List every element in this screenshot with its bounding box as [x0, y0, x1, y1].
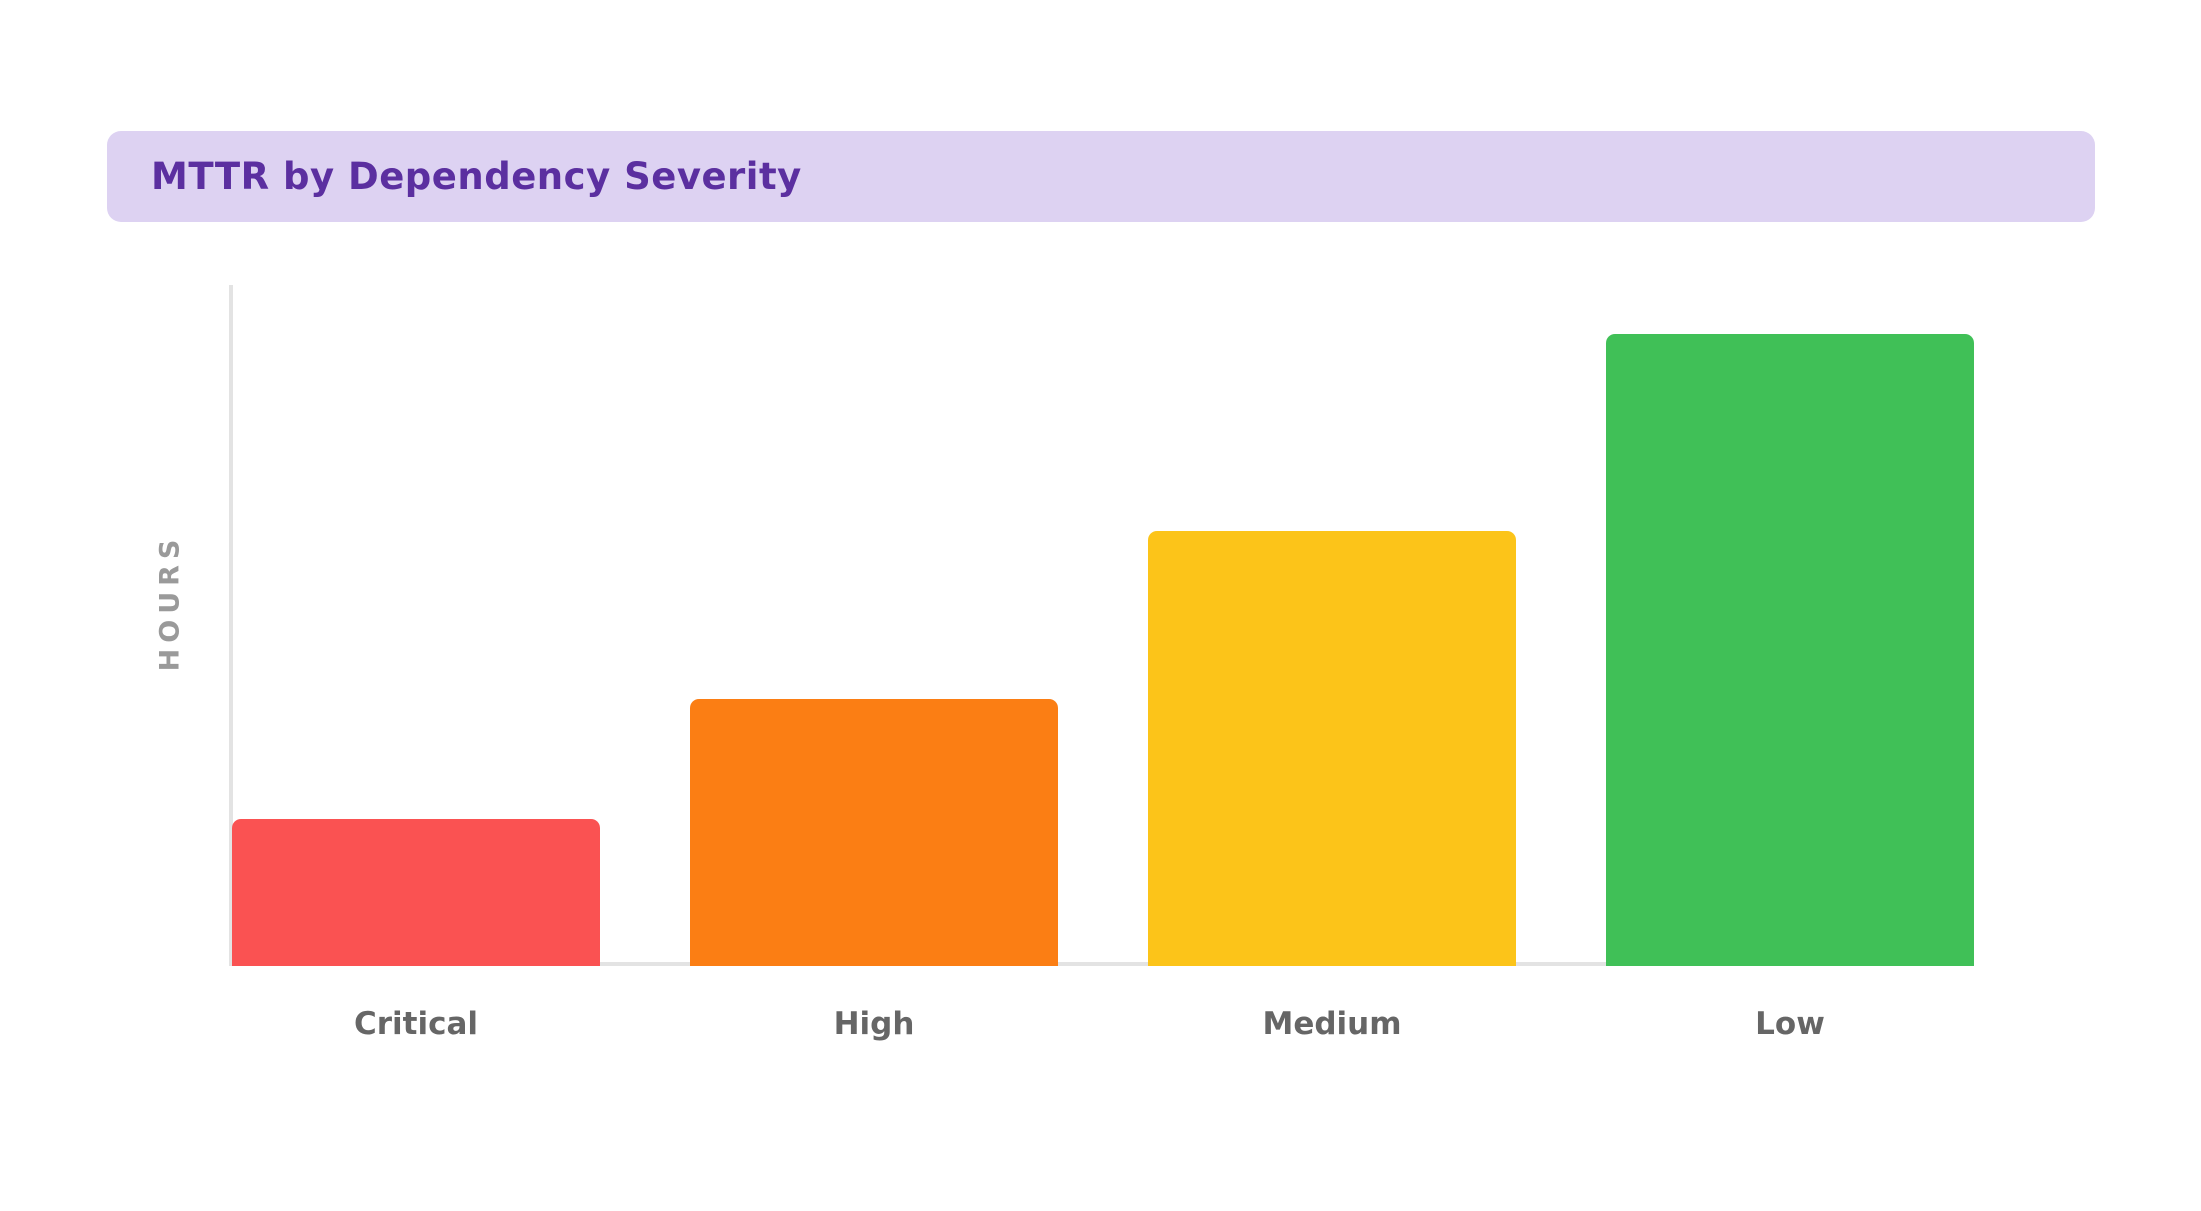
y-axis-line — [229, 285, 233, 966]
x-axis-labels: Critical High Medium Low — [232, 1006, 1975, 1042]
chart-title: MTTR by Dependency Severity — [151, 155, 802, 198]
y-axis-label: HOURS — [154, 533, 186, 672]
bar-medium — [1148, 531, 1516, 966]
chart-title-banner: MTTR by Dependency Severity — [107, 131, 2095, 222]
x-tick-label-critical: Critical — [353, 1006, 479, 1042]
bars-container — [232, 285, 1975, 966]
bar-critical — [232, 819, 600, 966]
bar-low — [1606, 334, 1974, 966]
x-tick-label-low: Low — [1755, 1006, 1825, 1042]
x-axis-line — [229, 962, 1936, 966]
x-tick-label-medium: Medium — [1262, 1006, 1402, 1042]
x-tick-label-high: High — [833, 1006, 915, 1042]
bar-high — [690, 699, 1058, 966]
